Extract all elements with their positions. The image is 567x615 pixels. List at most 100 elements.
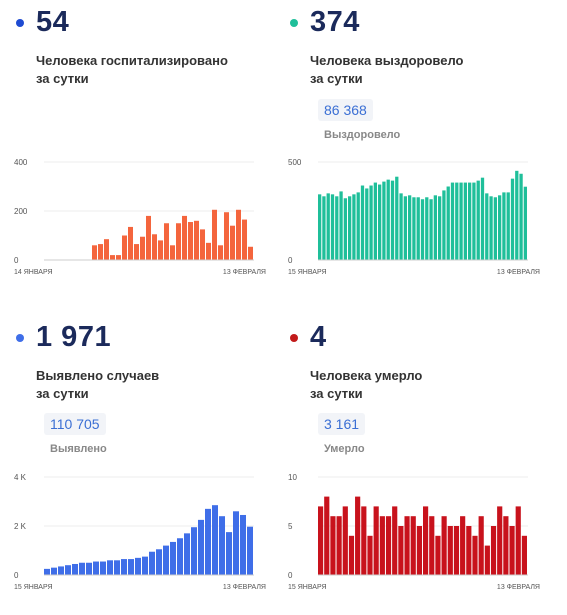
bar [176, 223, 181, 260]
bar [441, 516, 447, 575]
bar [435, 535, 441, 575]
bar [58, 566, 64, 575]
y-tick-label: 10 [288, 473, 297, 482]
bar [480, 177, 485, 260]
description-line-1: Выявлено случаев [36, 368, 160, 383]
x-end-label: 13 ФЕВРАЛЯ [497, 269, 540, 276]
bar [455, 182, 459, 260]
bar [134, 244, 139, 260]
bar [485, 193, 489, 260]
bar [460, 516, 466, 575]
bullet-dot [290, 19, 298, 27]
bar [116, 255, 121, 260]
bar [318, 194, 322, 260]
bar [219, 516, 225, 575]
bar [330, 516, 336, 575]
bar [429, 199, 433, 260]
bar [163, 545, 169, 575]
bar [382, 181, 386, 260]
bar [466, 526, 472, 575]
bar [206, 242, 211, 260]
bar [140, 236, 145, 260]
bar [438, 196, 442, 260]
bar [86, 562, 92, 575]
bar [373, 506, 379, 575]
bar [519, 173, 523, 260]
bar [191, 527, 197, 575]
bar [497, 506, 503, 575]
bar [233, 511, 239, 575]
bar [230, 225, 235, 260]
hospitalized-chart: 400 200 0 14 ЯНВАРЯ 13 ФЕВРАЛЯ [14, 158, 266, 276]
bar [335, 196, 339, 260]
y-tick-label: 0 [288, 256, 293, 265]
hospitalized-panel: 54 Человека госпитализировано за сутки 4… [14, 0, 274, 300]
y-tick-label: 4 K [14, 473, 27, 482]
total-value: 110 705 [44, 413, 106, 435]
bar [177, 538, 183, 575]
bar [44, 568, 50, 575]
daily-value: 54 [36, 6, 70, 38]
bar [385, 516, 392, 575]
bar [429, 516, 435, 575]
bar [224, 212, 229, 260]
bar [506, 192, 510, 260]
bar [493, 197, 497, 260]
bar [152, 234, 157, 260]
bar [420, 199, 425, 260]
bar [408, 195, 412, 260]
bar [194, 220, 199, 260]
bar [65, 565, 71, 575]
bar [170, 245, 175, 260]
bar [184, 533, 190, 575]
bar [343, 198, 347, 260]
description-line-1: Человека госпитализировано [36, 53, 228, 68]
bar [398, 526, 404, 575]
bar [503, 516, 509, 575]
bar [342, 506, 348, 575]
bar [489, 196, 493, 260]
y-tick-label: 200 [14, 207, 28, 216]
bar [468, 182, 472, 260]
bar [326, 193, 330, 260]
bar [205, 508, 211, 575]
bar [110, 255, 115, 260]
bar [198, 519, 204, 575]
bar [523, 186, 527, 260]
x-end-label: 13 ФЕВРАЛЯ [223, 584, 266, 591]
bar [114, 560, 120, 575]
bar [146, 215, 151, 260]
bar [410, 516, 416, 575]
bar [484, 545, 490, 575]
bar [236, 209, 241, 260]
bar [390, 180, 395, 260]
bar [188, 222, 193, 260]
bar [369, 185, 373, 260]
bar [476, 180, 480, 260]
bar [247, 526, 253, 575]
total-label: Выявлено [50, 443, 107, 455]
total-label: Умерло [324, 443, 365, 455]
y-tick-label: 2 K [14, 522, 27, 531]
y-tick-label: 400 [14, 158, 28, 167]
bar [348, 535, 355, 575]
bar [158, 240, 163, 260]
description: Выявлено случаев за сутки [36, 367, 256, 403]
bar [360, 185, 365, 260]
bar [463, 182, 467, 260]
bar [324, 496, 330, 575]
x-end-label: 13 ФЕВРАЛЯ [223, 269, 266, 276]
y-tick-label: 0 [14, 571, 19, 580]
bar [399, 193, 403, 260]
bar [404, 516, 410, 575]
y-tick-label: 0 [14, 256, 19, 265]
bar [379, 516, 385, 575]
bar [521, 535, 527, 575]
description-line-1: Человека умерло [310, 368, 423, 383]
bar [135, 557, 141, 575]
bar [425, 197, 429, 260]
recovered-chart: 500 0 15 ЯНВАРЯ 13 ФЕВРАЛЯ [288, 158, 540, 276]
bar [412, 197, 416, 260]
bar [386, 179, 390, 260]
cases-chart: 4 K 2 K 0 15 ЯНВАРЯ 13 ФЕВРАЛЯ [14, 473, 266, 591]
